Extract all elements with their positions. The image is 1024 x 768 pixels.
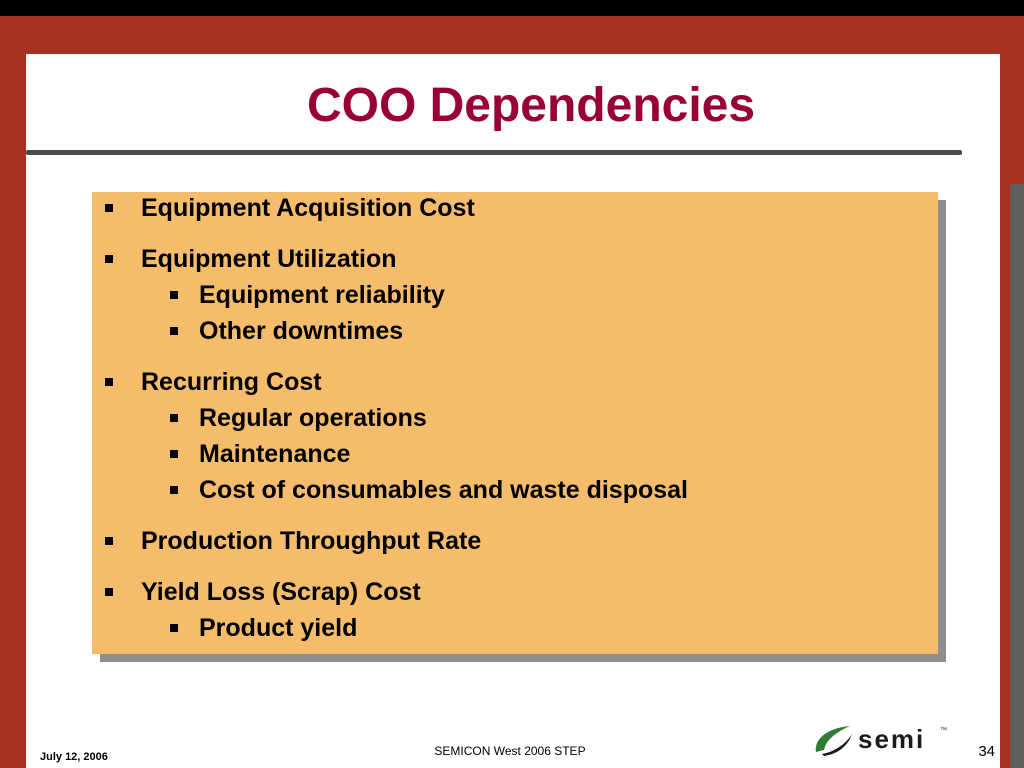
sub-bullet-item: Product yield (92, 613, 938, 643)
bullet-text: Other downtimes (199, 317, 404, 345)
bullet-item: Production Throughput Rate (92, 526, 938, 556)
svg-text:™: ™ (940, 727, 947, 734)
title-divider (26, 150, 962, 155)
bullet-text: Equipment reliability (199, 281, 445, 309)
bullet-square-icon (105, 537, 113, 545)
footer-date: July 12, 2006 (40, 751, 108, 763)
bullet-text: Product yield (199, 614, 358, 642)
bullet-item: Equipment Acquisition Cost (92, 193, 938, 223)
right-accent-bar (1010, 184, 1024, 768)
bullet-text: Regular operations (199, 404, 427, 432)
slide-title: COO Dependencies (306, 79, 756, 132)
sub-bullet-item: Equipment reliability (92, 280, 938, 310)
semi-swoosh-icon (815, 726, 852, 756)
bullet-text: Maintenance (199, 440, 351, 468)
bullet-square-icon (105, 588, 113, 596)
bullet-square-icon (105, 378, 113, 386)
bullet-square-icon (170, 450, 178, 458)
sub-bullet-item: Other downtimes (92, 316, 938, 346)
bullet-text: Cost of consumables and waste disposal (199, 476, 689, 504)
bullet-square-icon (170, 486, 178, 494)
bullet-square-icon (105, 204, 113, 212)
page-number: 34 (978, 743, 995, 760)
bullet-text: Equipment Acquisition Cost (141, 194, 475, 222)
top-border (0, 0, 1024, 16)
bullet-text: Equipment Utilization (141, 245, 397, 273)
sub-bullet-item: Maintenance (92, 439, 938, 469)
sub-bullet-item: Cost of consumables and waste disposal (92, 475, 938, 505)
bullet-item: Recurring Cost (92, 367, 938, 397)
bullet-square-icon (105, 255, 113, 263)
sub-bullet-item: Regular operations (92, 403, 938, 433)
bullet-square-icon (170, 327, 178, 335)
frame-left (0, 16, 26, 768)
bullet-text: Yield Loss (Scrap) Cost (141, 578, 421, 606)
bullet-text: Recurring Cost (141, 368, 322, 396)
bullet-list: Equipment Acquisition Cost Equipment Util… (92, 192, 938, 643)
frame-top (0, 16, 1024, 54)
footer-event: SEMICON West 2006 STEP (434, 744, 586, 758)
logo-wordmark: semi (858, 724, 925, 754)
bullet-square-icon (170, 624, 178, 632)
bullet-item: Equipment Utilization (92, 244, 938, 274)
bullet-text: Production Throughput Rate (141, 527, 482, 555)
bullet-item: Yield Loss (Scrap) Cost (92, 577, 938, 607)
bullet-square-icon (170, 414, 178, 422)
bullet-box (92, 192, 938, 654)
semi-logo: semi ™ (815, 724, 947, 756)
bullet-square-icon (170, 291, 178, 299)
